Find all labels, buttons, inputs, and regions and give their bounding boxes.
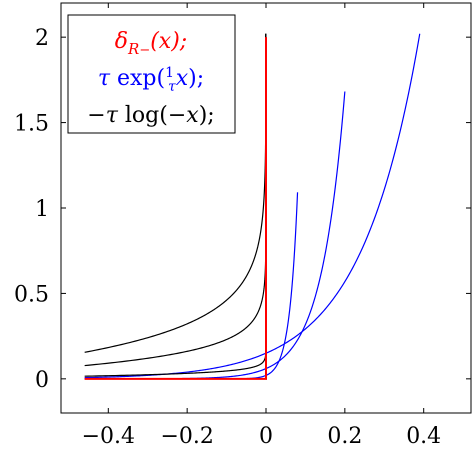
series-layer — [84, 33, 421, 380]
ticks-layer: −0.4 −0.2 0 0.2 0.4 0 0.5 1 1.5 2 — [14, 3, 471, 449]
x-tick-label: 0.4 — [406, 424, 441, 449]
y-tick-label: 1.5 — [14, 112, 49, 137]
y-tick-label: 2 — [35, 26, 49, 51]
legend-entry-log: −τ log(−x); — [87, 103, 214, 128]
x-tick-label: 0 — [259, 424, 273, 449]
y-tick-label: 0 — [35, 368, 49, 393]
legend: δR−(x); τ exp(1 τx); −τ log(−x); — [67, 14, 236, 134]
y-tick-label: 0.5 — [14, 282, 49, 307]
legend-entry-indicator: δR−(x); — [115, 29, 187, 58]
series-line-neglog-6 — [84, 33, 267, 377]
x-tick-label: −0.2 — [160, 424, 213, 449]
y-tick-label: 1 — [35, 197, 49, 222]
series-line-exp-2 — [84, 91, 346, 380]
x-tick-label: 0.2 — [327, 424, 362, 449]
series-line-exp-1 — [84, 33, 421, 379]
series-line-neglog-4 — [84, 33, 267, 353]
series-line-indicator-0 — [84, 37, 267, 380]
series-line-neglog-5 — [84, 33, 267, 367]
legend-box — [67, 14, 236, 134]
x-tick-label: −0.4 — [82, 424, 135, 449]
legend-entry-exp: τ exp(1 τx); — [98, 65, 204, 95]
